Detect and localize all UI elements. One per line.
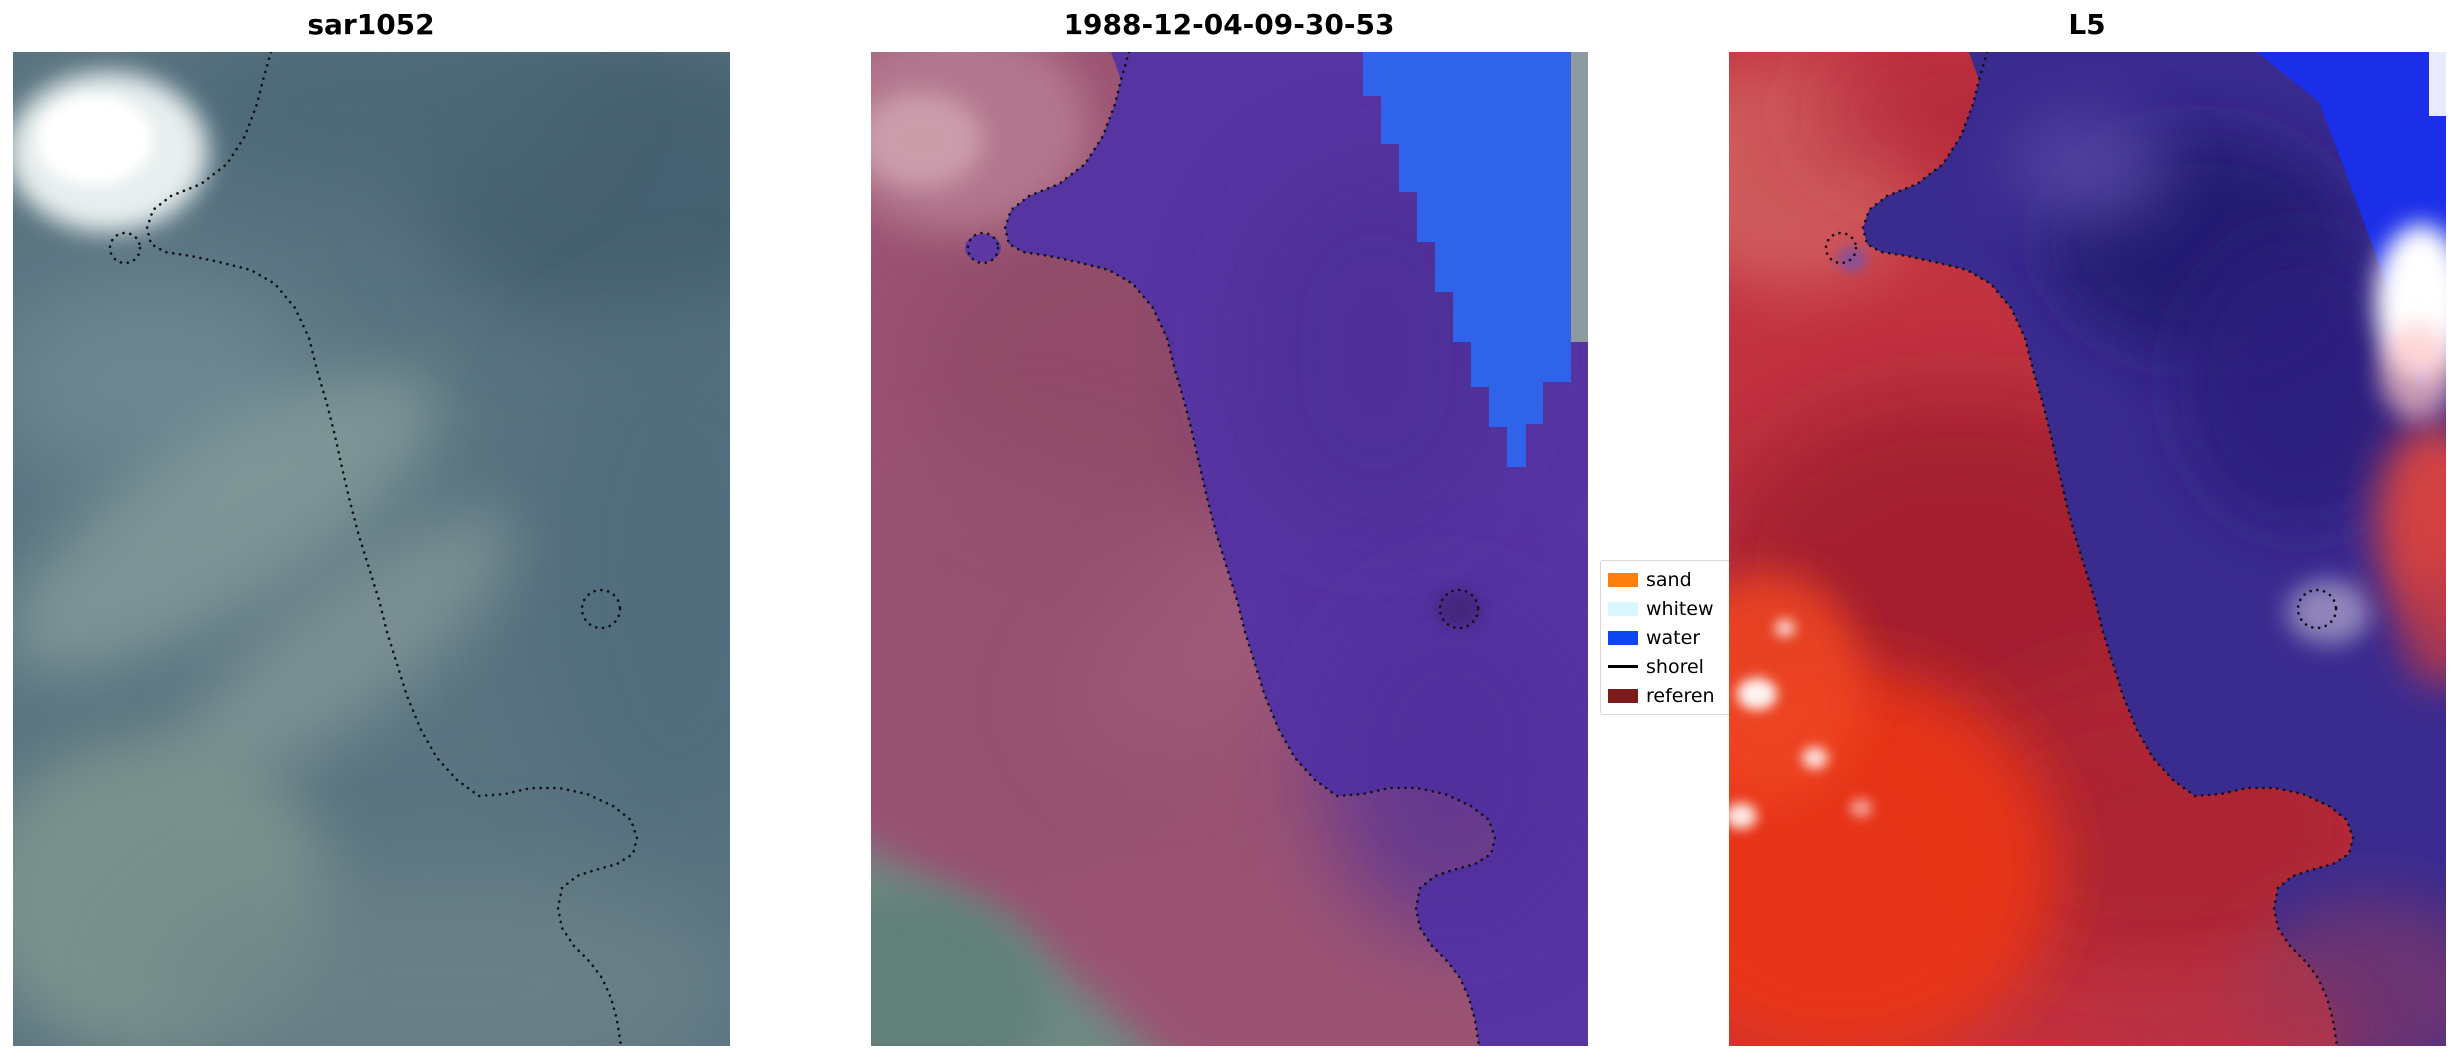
- legend-item-shoreline: shorel: [1608, 652, 1726, 681]
- legend-swatch-shoreline-line: [1608, 665, 1638, 668]
- l5-image-panel: [1729, 52, 2446, 1046]
- legend-label-whitewater: whitew: [1646, 597, 1714, 620]
- panel-title-l5: L5: [2068, 8, 2106, 41]
- legend-swatch-sand: [1608, 572, 1638, 587]
- legend-label-water: water: [1646, 626, 1701, 649]
- l5-image: [1729, 52, 2446, 1046]
- sar-image: [13, 52, 730, 1046]
- panel-title-sar1052: sar1052: [307, 8, 435, 41]
- panel-title-classified-date: 1988-12-04-09-30-53: [1063, 8, 1395, 41]
- legend-swatch-reference: [1608, 688, 1638, 703]
- legend-item-sand: sand: [1608, 565, 1726, 594]
- sar-image-panel: [13, 52, 730, 1046]
- classified-image-panel: [871, 52, 1588, 1046]
- shoreline-contour: [1824, 52, 2355, 1046]
- shoreline-contour: [108, 52, 639, 1046]
- legend-label-sand: sand: [1646, 568, 1692, 591]
- legend-swatch-whitewater: [1608, 601, 1638, 616]
- classified-image: [871, 52, 1588, 1046]
- legend-item-reference: referen: [1608, 681, 1726, 710]
- legend-label-reference: referen: [1646, 684, 1715, 707]
- legend-item-water: water: [1608, 623, 1726, 652]
- shoreline-contour: [966, 52, 1497, 1046]
- legend: sand whitew water shorel referen: [1600, 560, 1734, 715]
- legend-swatch-water: [1608, 630, 1638, 645]
- legend-label-shoreline: shorel: [1646, 655, 1704, 678]
- legend-item-whitewater: whitew: [1608, 594, 1726, 623]
